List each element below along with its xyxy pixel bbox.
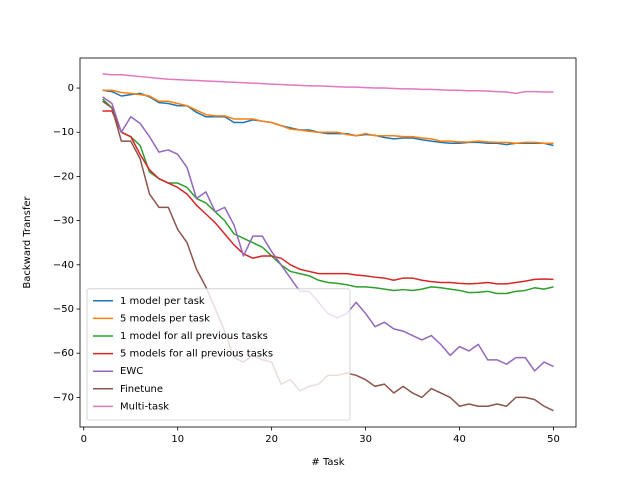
legend-label: 1 model for all previous tasks bbox=[120, 331, 268, 342]
legend-label: 5 models per task bbox=[120, 313, 210, 324]
legend-box bbox=[86, 288, 351, 421]
series-line bbox=[102, 110, 554, 285]
series-line bbox=[102, 89, 554, 147]
y-tick-label: 0 bbox=[68, 83, 74, 94]
x-tick-label: 20 bbox=[265, 434, 278, 445]
legend-label: Finetune bbox=[120, 384, 163, 395]
x-tick-label: 0 bbox=[81, 434, 87, 445]
y-tick-label: −60 bbox=[53, 348, 74, 359]
x-tick-label: 40 bbox=[453, 434, 466, 445]
series-line bbox=[102, 98, 554, 295]
legend: 1 model per task 5 models per task 1 model… bbox=[86, 288, 351, 421]
y-axis-title: Backward Transfer bbox=[22, 195, 33, 288]
y-tick-label: −50 bbox=[53, 304, 74, 315]
x-axis-title: # Task bbox=[311, 457, 344, 468]
y-tick-label: −20 bbox=[53, 171, 74, 182]
legend-label: EWC bbox=[120, 366, 143, 377]
series-line bbox=[102, 73, 554, 95]
legend-label: 5 models for all previous tasks bbox=[120, 349, 273, 360]
x-tick-label: 30 bbox=[359, 434, 372, 445]
y-tick-label: −40 bbox=[53, 260, 74, 271]
legend-label: Multi-task bbox=[120, 401, 169, 412]
series-line bbox=[102, 89, 554, 145]
x-tick-label: 50 bbox=[547, 434, 560, 445]
plot-frame bbox=[79, 57, 577, 428]
y-tick-label: −10 bbox=[53, 127, 74, 138]
x-tick-label: 10 bbox=[171, 434, 184, 445]
legend-label: 1 model per task bbox=[120, 296, 205, 307]
y-tick-label: −70 bbox=[53, 392, 74, 403]
y-tick-label: −30 bbox=[53, 216, 74, 227]
